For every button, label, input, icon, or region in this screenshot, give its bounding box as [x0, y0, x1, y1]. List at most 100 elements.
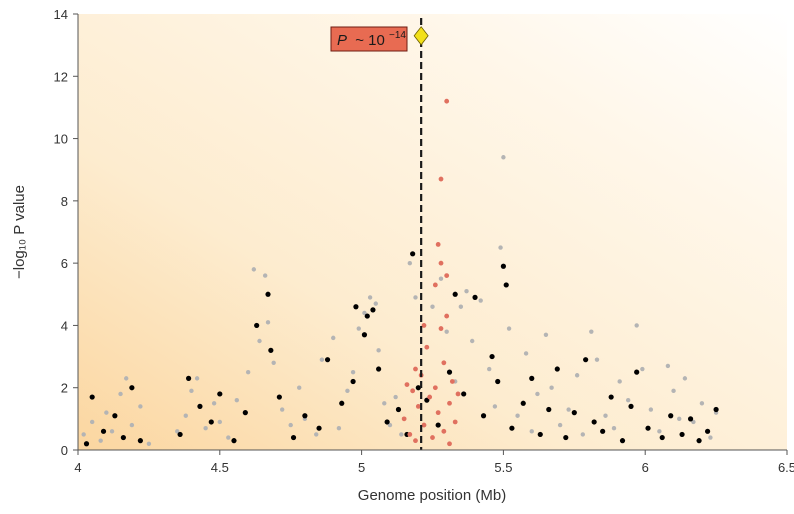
genotyped-point	[120, 434, 126, 441]
y-tick-label: 14	[54, 7, 68, 22]
highlighted-point	[424, 344, 430, 350]
genotyped-point	[509, 425, 515, 431]
highlighted-point	[438, 326, 444, 331]
y-tick-label: 6	[61, 256, 68, 271]
genotyped-point	[410, 251, 416, 257]
imputed-point	[523, 351, 529, 356]
genotyped-point	[100, 428, 107, 434]
genotyped-point	[364, 313, 370, 319]
highlighted-point	[401, 416, 407, 422]
x-tick-label: 5.5	[494, 460, 512, 475]
x-tick-label: 4.5	[211, 460, 229, 475]
imputed-point	[245, 369, 251, 375]
imputed-point	[393, 394, 398, 400]
imputed-point	[129, 422, 135, 428]
genotyped-point	[316, 425, 322, 431]
y-tick-label: 8	[61, 194, 68, 209]
genotyped-point	[608, 394, 614, 400]
imputed-point	[549, 385, 554, 390]
genotyped-point	[361, 332, 368, 338]
p-value-annotation: P ~ 10 −14	[330, 26, 408, 52]
genotyped-point	[503, 282, 509, 288]
imputed-point	[634, 323, 639, 328]
imputed-point	[444, 329, 449, 334]
genotyped-point	[197, 403, 203, 409]
annotation-p: P	[337, 32, 347, 49]
genotyped-point	[619, 438, 626, 444]
highlighted-point	[404, 382, 410, 387]
imputed-point	[515, 413, 520, 418]
genotyped-point	[395, 406, 402, 413]
genotyped-point	[370, 307, 376, 313]
x-tick-label: 6.5	[778, 460, 794, 475]
genotyped-point	[500, 263, 506, 269]
highlighted-point	[444, 273, 450, 278]
genotyped-point	[628, 403, 634, 409]
imputed-point	[297, 385, 302, 390]
highlighted-point	[441, 360, 447, 366]
imputed-point	[574, 373, 580, 378]
genotyped-point	[302, 413, 308, 419]
x-tick-label: 5	[358, 460, 365, 475]
imputed-point	[478, 298, 483, 303]
genotyped-point	[659, 434, 665, 441]
imputed-point	[336, 426, 342, 431]
genotyped-point	[353, 304, 359, 310]
imputed-point	[580, 432, 586, 437]
highlighted-point	[435, 242, 441, 247]
highlighted-point	[413, 366, 418, 372]
imputed-point	[262, 273, 268, 278]
imputed-point	[376, 348, 381, 353]
imputed-point	[203, 426, 208, 431]
y-tick-label: 10	[54, 132, 68, 147]
imputed-point	[89, 419, 95, 425]
imputed-point	[430, 304, 435, 309]
genotyped-point	[376, 366, 382, 372]
x-axis-title: Genome position (Mb)	[358, 487, 506, 504]
y-tick-label: 4	[61, 318, 68, 333]
imputed-point	[265, 320, 271, 325]
x-tick-label: 6	[642, 460, 649, 475]
highlighted-point	[438, 176, 444, 182]
genotyped-point	[217, 391, 223, 397]
genotyped-point	[89, 394, 95, 400]
highlighted-point	[447, 441, 452, 447]
genotyped-point	[679, 431, 685, 438]
imputed-point	[677, 416, 682, 422]
imputed-point	[373, 301, 378, 306]
imputed-point	[81, 432, 86, 437]
genotyped-point	[254, 322, 260, 329]
highlighted-point	[449, 379, 455, 384]
y-axis-title: −log₁₀ P value	[11, 185, 28, 279]
imputed-point	[331, 335, 336, 341]
svg-text:P ~ 10 −14: P ~ 10 −14	[337, 30, 406, 49]
imputed-point	[671, 388, 676, 394]
highlighted-point	[432, 282, 438, 288]
genotyped-point	[537, 431, 543, 438]
highlighted-point	[444, 98, 450, 104]
imputed-point	[382, 401, 387, 406]
imputed-point	[183, 413, 188, 418]
imputed-point	[399, 432, 404, 437]
highlighted-point	[430, 435, 435, 440]
imputed-point	[603, 413, 608, 418]
imputed-point	[194, 376, 200, 381]
imputed-point	[640, 366, 645, 372]
genotyped-point	[495, 378, 501, 385]
highlighted-point	[415, 404, 421, 409]
genotyped-point	[415, 385, 421, 391]
genotyped-point	[452, 291, 458, 297]
genotyped-point	[435, 422, 441, 428]
y-axis-ticks: 0 2 4 6 8 10 12 14	[54, 7, 78, 458]
highlighted-point	[427, 394, 433, 400]
annotation-box	[330, 26, 408, 52]
genotyped-point	[529, 375, 535, 381]
y-tick-label: 12	[54, 69, 68, 84]
imputed-point	[617, 379, 622, 384]
imputed-point	[529, 429, 534, 434]
imputed-point	[611, 426, 617, 431]
y-tick-label: 0	[61, 443, 68, 458]
imputed-point	[708, 435, 713, 440]
genotyped-point	[520, 400, 526, 406]
highlighted-point	[435, 410, 441, 416]
